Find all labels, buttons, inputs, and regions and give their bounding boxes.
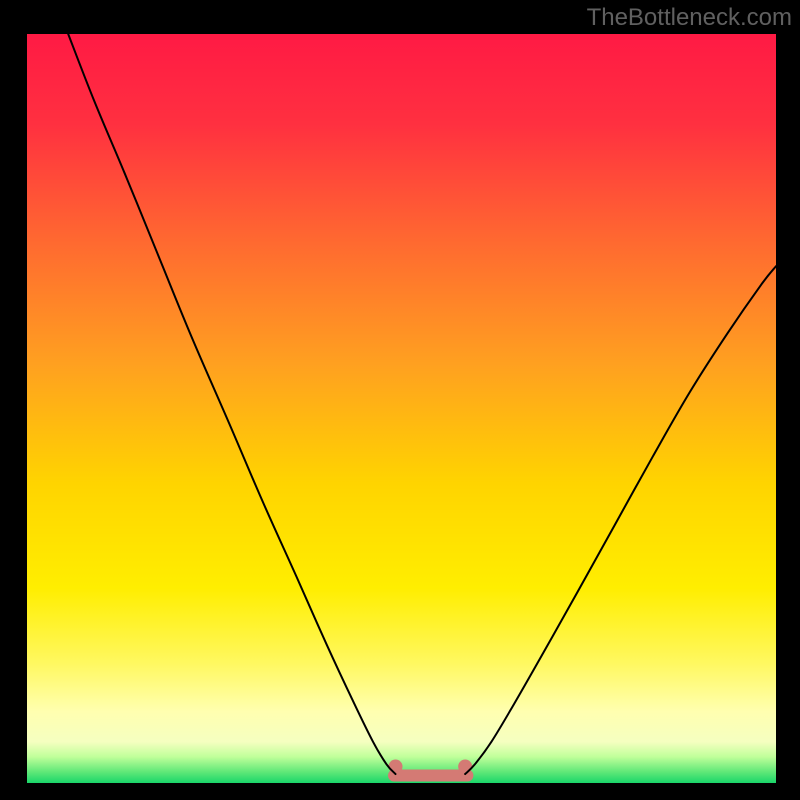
chart-container: TheBottleneck.com	[0, 0, 800, 800]
bottleneck-curve	[27, 34, 776, 783]
bottom-accent-right-cap	[458, 760, 472, 774]
bottom-accent-left-cap	[389, 760, 403, 774]
watermark-text: TheBottleneck.com	[587, 4, 792, 32]
plot-area	[27, 34, 776, 783]
curve-left-branch	[68, 34, 395, 774]
curve-right-branch	[465, 266, 776, 774]
